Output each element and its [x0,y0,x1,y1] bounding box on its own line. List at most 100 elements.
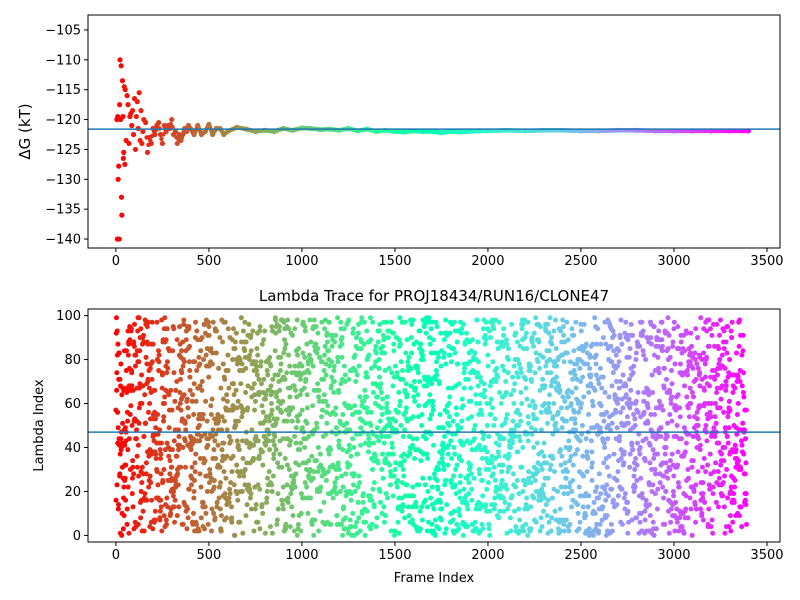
lambda-point [186,486,192,492]
lambda-point [131,343,137,349]
lambda-point [701,455,707,461]
lambda-point [243,339,249,345]
lambda-point [161,401,167,407]
lambda-point [124,348,130,354]
lambda-point [456,381,462,387]
lambda-point [247,352,253,358]
lambda-point [362,387,368,393]
lambda-point [710,491,716,497]
lambda-point [481,381,487,387]
lambda-point [596,528,602,534]
lambda-point [308,339,314,345]
lambda-point [429,381,435,387]
lambda-point [571,348,577,354]
lambda-point [518,390,524,396]
lambda-point [437,412,443,418]
lambda-point [432,532,438,538]
lambda-point [483,319,489,325]
lambda-point [589,449,595,455]
lambda-point [331,368,337,374]
lambda-point [637,444,643,450]
lambda-point [546,348,552,354]
lambda-point [186,324,192,330]
lambda-point [199,379,205,385]
lambda-point [444,502,450,508]
lambda-point [224,392,230,398]
lambda-point [721,346,727,352]
lambda-point [121,513,127,519]
lambda-point [740,420,746,426]
lambda-point [614,425,620,431]
lambda-point [736,458,742,464]
lambda-point [273,394,279,400]
lambda-point [336,466,342,472]
lambda-point [340,447,346,453]
lambda-point [376,357,382,363]
lambda-point [259,502,265,508]
lambda-point [475,339,481,345]
lambda-point [115,341,121,347]
lambda-point [185,506,191,512]
lambda-point [396,337,402,343]
lambda-point [232,339,238,345]
lambda-point [543,502,549,508]
lambda-point [676,528,682,534]
lambda-point [302,444,308,450]
lambda-point [177,401,183,407]
delta-g-x-tick-label: 1000 [285,254,318,269]
lambda-point [341,504,347,510]
lambda-point [670,488,676,494]
lambda-point [714,390,720,396]
lambda-point [280,502,286,508]
delta-g-y-tick-label: −110 [45,53,81,68]
lambda-point [624,414,630,420]
lambda-point [430,337,436,343]
lambda-point [695,335,701,341]
lambda-point [336,438,342,444]
lambda-point [589,460,595,466]
lambda-point [220,339,226,345]
lambda-point [222,491,228,497]
lambda-point [700,517,706,523]
lambda-point [723,387,729,393]
lambda-point [386,409,392,415]
lambda-point [333,332,339,338]
lambda-point [418,458,424,464]
lambda-point [468,385,474,391]
lambda-point [390,493,396,499]
lambda-point [547,315,553,321]
lambda-point [543,460,549,466]
lambda-point [675,324,681,330]
lambda-y-tick-label: 80 [64,353,81,368]
lambda-point [534,440,540,446]
lambda-point [180,363,186,369]
lambda-point [482,394,488,400]
lambda-point [397,315,403,321]
lambda-point [577,365,583,371]
lambda-point [553,346,559,352]
lambda-point [166,425,172,431]
lambda-point [352,488,358,494]
lambda-point [133,436,139,442]
lambda-point [450,418,456,424]
lambda-point [317,451,323,457]
lambda-point [419,423,425,428]
lambda-point [727,357,733,363]
lambda-point [158,471,164,477]
lambda-point [287,363,293,369]
lambda-point [196,354,202,360]
delta-g-point [159,140,166,147]
lambda-point [193,521,199,527]
lambda-point [505,506,511,512]
lambda-point [532,477,538,483]
lambda-point [149,359,155,365]
lambda-point [743,491,749,497]
lambda-point [265,475,271,481]
lambda-point [270,473,276,479]
lambda-point [532,403,538,409]
lambda-point [427,475,433,481]
lambda-point [551,469,557,475]
lambda-point [285,317,291,323]
lambda-point [627,464,633,470]
lambda-point [116,502,122,508]
